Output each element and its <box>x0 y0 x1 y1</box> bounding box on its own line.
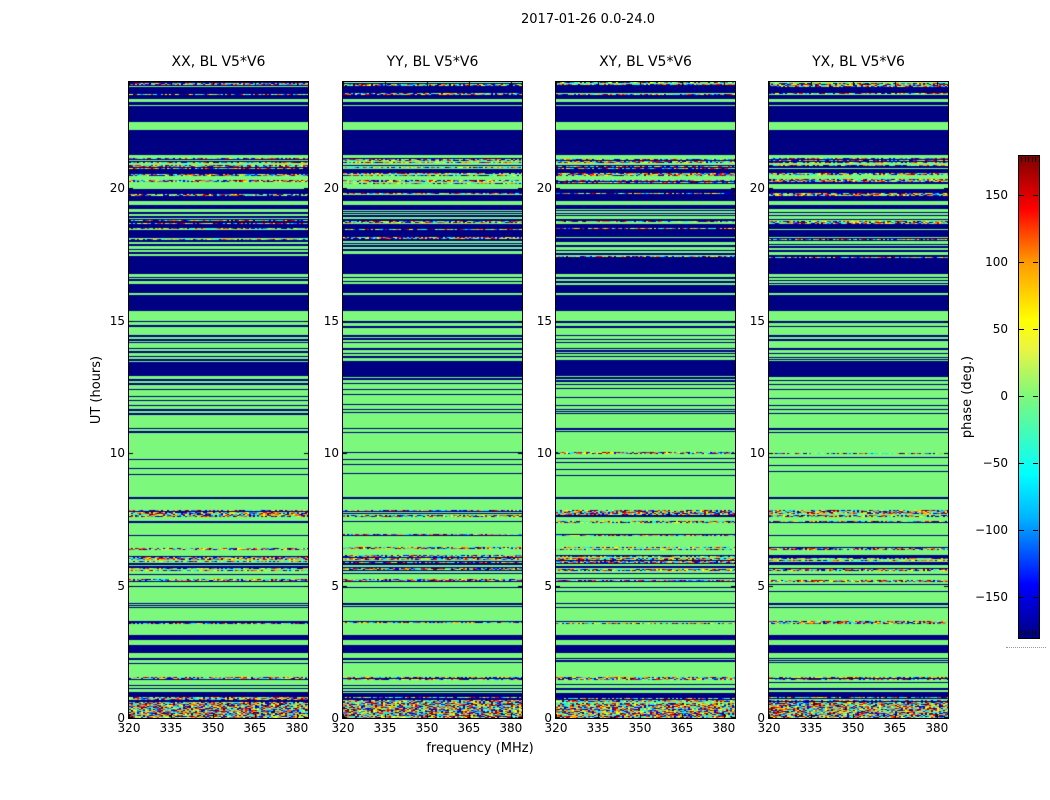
colorbar-tick-label: 0 <box>1000 389 1008 403</box>
y-tick-label: 0 <box>544 711 552 725</box>
colorbar-tick <box>1019 396 1024 397</box>
y-tick-label: 5 <box>757 578 765 593</box>
y-tick-label: 10 <box>536 446 552 460</box>
y-tick-label: 5 <box>331 578 339 593</box>
colorbar-end-dash <box>1021 157 1022 162</box>
y-axis-label: UT (hours) <box>89 355 104 425</box>
colorbar-tick <box>1019 463 1024 464</box>
colorbar-tick <box>1033 530 1038 531</box>
colorbar-tick <box>1033 396 1038 397</box>
x-tick-label: 350 <box>201 721 225 735</box>
y-tick-label: 5 <box>544 578 552 593</box>
x-axis-label: frequency (MHz) <box>426 741 534 756</box>
colorbar-underline <box>1006 647 1046 648</box>
panel-title: XY, BL V5*V6 <box>599 54 692 70</box>
colorbar-tick <box>1019 597 1024 598</box>
colorbar-tick-label: −50 <box>982 455 1008 470</box>
x-tick-label: 320 <box>544 721 568 735</box>
colorbar-end-dash <box>1028 157 1029 162</box>
heatmap-panel-yy <box>343 82 522 718</box>
x-tick-label: 365 <box>457 721 481 735</box>
panel-frame <box>555 81 736 719</box>
colorbar-tick-label: 50 <box>992 322 1008 337</box>
x-tick-label: 350 <box>415 721 439 735</box>
y-tick-label: 20 <box>749 181 765 195</box>
y-tick-label: 0 <box>757 711 765 725</box>
y-tick-label: 15 <box>749 313 765 328</box>
x-tick-label: 350 <box>628 721 652 735</box>
panel-frame <box>768 81 949 719</box>
colorbar-tick <box>1033 262 1038 263</box>
heatmap-panel-xx <box>129 82 308 718</box>
x-tick-label: 320 <box>117 721 141 735</box>
colorbar-tick-label: −100 <box>975 522 1008 537</box>
colorbar-end-dash <box>1024 157 1026 162</box>
colorbar-tick <box>1019 329 1024 330</box>
colorbar-end-dash <box>1035 630 1036 635</box>
x-tick-label: 320 <box>331 721 355 735</box>
y-tick-label: 10 <box>323 446 339 460</box>
y-tick-label: 20 <box>323 181 339 195</box>
y-tick-label: 5 <box>117 578 125 593</box>
panel-frame <box>342 81 523 719</box>
colorbar-tick <box>1019 530 1024 531</box>
y-tick-label: 20 <box>536 181 552 195</box>
colorbar-tick-label: 100 <box>985 255 1008 270</box>
y-tick-label: 15 <box>109 313 125 328</box>
colorbar-tick <box>1033 195 1038 196</box>
colorbar-end-dash <box>1024 630 1026 635</box>
y-tick-label: 10 <box>749 446 765 460</box>
colorbar-tick <box>1033 329 1038 330</box>
panel-title: XX, BL V5*V6 <box>171 54 266 70</box>
y-tick-label: 0 <box>331 711 339 725</box>
x-tick-label: 350 <box>841 721 865 735</box>
y-tick-label: 15 <box>536 313 552 328</box>
x-tick-label: 380 <box>499 721 523 735</box>
figure-title: 2017-01-26 0.0-24.0 <box>521 12 655 27</box>
panel-frame <box>128 81 309 719</box>
colorbar-end-dash <box>1031 630 1033 635</box>
panel-title: YX, BL V5*V6 <box>812 54 905 70</box>
x-tick-label: 380 <box>285 721 309 735</box>
colorbar-gradient <box>1018 155 1040 639</box>
heatmap-panel-xy <box>556 82 735 718</box>
colorbar-end-dash <box>1035 157 1036 162</box>
colorbar-tick <box>1019 262 1024 263</box>
heatmap-panel-yx <box>769 82 948 718</box>
y-tick-label: 15 <box>323 313 339 328</box>
x-tick-label: 320 <box>757 721 781 735</box>
x-tick-label: 335 <box>586 721 610 735</box>
y-tick-label: 10 <box>109 446 125 460</box>
x-tick-label: 335 <box>159 721 183 735</box>
y-tick-label: 0 <box>117 711 125 725</box>
colorbar-tick <box>1033 597 1038 598</box>
colorbar-tick <box>1033 463 1038 464</box>
colorbar-tick-label: 150 <box>985 188 1008 203</box>
x-tick-label: 335 <box>799 721 823 735</box>
colorbar-end-dash <box>1021 630 1022 635</box>
colorbar-end-dash <box>1031 157 1033 162</box>
x-tick-label: 365 <box>670 721 694 735</box>
x-tick-label: 335 <box>373 721 397 735</box>
colorbar-end-dash <box>1028 630 1029 635</box>
x-tick-label: 380 <box>712 721 736 735</box>
y-tick-label: 20 <box>109 181 125 195</box>
colorbar-tick-label: −150 <box>975 589 1008 604</box>
x-tick-label: 380 <box>925 721 949 735</box>
x-tick-label: 365 <box>883 721 907 735</box>
colorbar-tick <box>1019 195 1024 196</box>
x-tick-label: 365 <box>243 721 267 735</box>
panel-title: YY, BL V5*V6 <box>386 54 479 70</box>
